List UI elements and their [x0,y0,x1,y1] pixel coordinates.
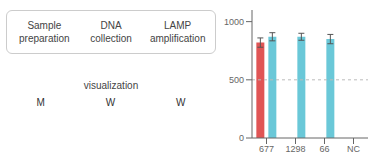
html-text:visualization: visualization [83,80,139,91]
html-text:DNA collection: DNA collection [90,20,132,44]
html-text:LAMP amplification: LAMP amplification [149,20,206,44]
html-text:W: W [105,97,116,108]
svg-text:1298: 1298 [285,144,305,154]
svg-text:0: 0 [239,133,244,143]
svg-text:677: 677 [259,144,274,154]
svg-text:500: 500 [229,75,244,85]
html-text:W: W [176,97,186,108]
svg-text:1000: 1000 [224,17,244,27]
svg-text:66: 66 [319,144,329,154]
html-text:M: M [36,97,45,108]
html-text:Sample preparation: Sample preparation [19,20,70,44]
svg-text:NC: NC [347,144,360,154]
